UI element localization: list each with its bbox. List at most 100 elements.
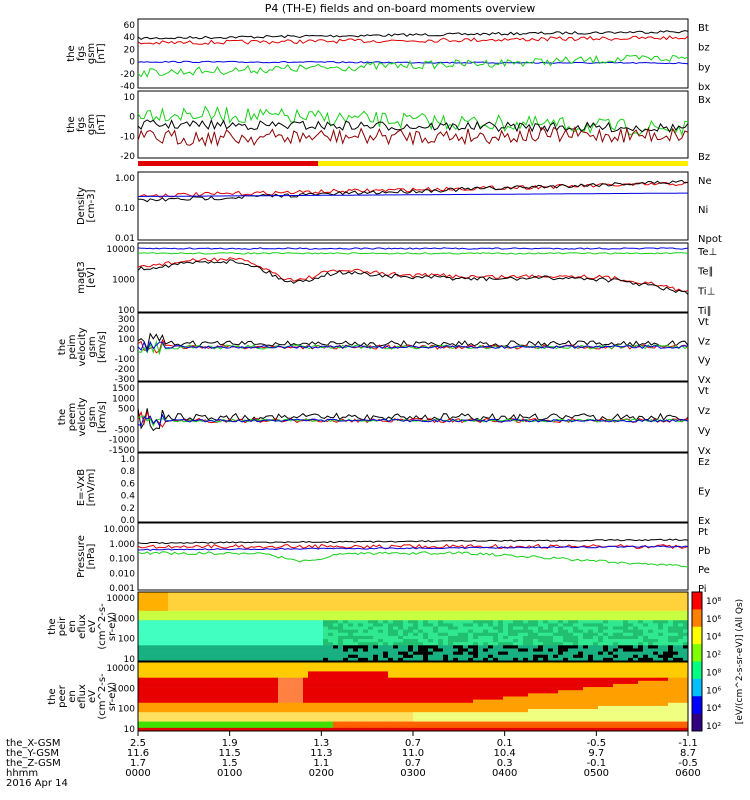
spec-cell: [443, 718, 449, 722]
spec-cell: [348, 626, 354, 630]
legend-Bz: Bz: [698, 152, 710, 163]
spec-cell: [683, 598, 689, 602]
spec-cell: [183, 727, 189, 732]
spec-cell: [168, 598, 174, 602]
spec-cell: [373, 677, 379, 682]
spec-cell: [283, 642, 289, 646]
spec-cell: [328, 648, 334, 652]
spec-cell: [433, 639, 439, 643]
spec-cell: [328, 654, 334, 659]
spec-cell: [518, 668, 524, 672]
spec-cell: [173, 607, 179, 612]
spec-cell: [203, 598, 209, 602]
spec-cell: [588, 709, 594, 713]
spec-cell: [368, 665, 374, 669]
spec-cell: [353, 662, 359, 666]
spec-cell: [408, 648, 414, 652]
ylabel-line: the: [57, 409, 68, 425]
spec-cell: [533, 671, 539, 675]
spec-cell: [418, 613, 424, 618]
spec-cell: [228, 654, 234, 659]
spec-cell: [328, 657, 334, 662]
spec-cell: [453, 727, 459, 732]
spec-cell: [253, 623, 259, 627]
spec-cell: [418, 702, 424, 707]
spec-cell: [263, 705, 269, 710]
spec-cell: [183, 604, 189, 608]
spec-cell: [378, 645, 384, 649]
spec-cell: [243, 645, 249, 649]
spec-cell: [283, 629, 289, 634]
spec-cell: [398, 727, 404, 732]
spec-cell: [373, 668, 379, 672]
spec-cell: [453, 712, 459, 716]
spec-cell: [423, 687, 429, 691]
spec-cell: [283, 705, 289, 710]
spec-cell: [438, 620, 444, 624]
ytick-label: 100: [118, 335, 135, 345]
spec-cell: [283, 639, 289, 643]
spec-cell: [633, 665, 639, 669]
legend-Ni: Ni: [698, 205, 708, 216]
spec-cell: [568, 668, 574, 672]
spec-cell: [268, 657, 274, 662]
spec-cell: [228, 635, 234, 640]
spec-cell: [508, 662, 514, 666]
spec-cell: [593, 626, 599, 630]
spec-cell: [313, 632, 319, 637]
spec-cell: [488, 718, 494, 722]
spec-cell: [583, 712, 589, 716]
spec-cell: [583, 610, 589, 615]
spec-cell: [533, 680, 539, 685]
spec-cell: [638, 709, 644, 713]
spec-cell: [218, 687, 224, 691]
spec-cell: [258, 727, 264, 732]
spec-cell: [333, 687, 339, 691]
spec-cell: [258, 712, 264, 716]
spec-cell: [328, 715, 334, 719]
spec-cell: [333, 629, 339, 634]
spec-cell: [283, 690, 289, 694]
spec-cell: [423, 639, 429, 643]
spec-cell: [198, 677, 204, 682]
spec-cell: [663, 657, 669, 662]
spec-cell: [648, 677, 654, 682]
spec-cell: [453, 671, 459, 675]
spec-cell: [148, 662, 154, 666]
spec-cell: [563, 607, 569, 612]
spec-cell: [368, 668, 374, 672]
spec-cell: [188, 705, 194, 710]
spec-cell: [168, 610, 174, 615]
spec-cell: [563, 687, 569, 691]
spec-cell: [228, 680, 234, 685]
spec-cell: [568, 626, 574, 630]
ytick-label: -10: [120, 132, 135, 142]
spec-cell: [408, 680, 414, 685]
spec-cell: [313, 613, 319, 618]
spec-cell: [323, 645, 329, 649]
spec-cell: [193, 592, 199, 596]
spec-cell: [558, 654, 564, 659]
spec-cell: [328, 620, 334, 624]
spec-cell: [533, 639, 539, 643]
spec-cell: [628, 718, 634, 722]
spec-cell: [248, 620, 254, 624]
spec-cell: [173, 648, 179, 652]
spec-cell: [283, 595, 289, 599]
spec-cell: [268, 607, 274, 612]
spec-cell: [303, 674, 309, 678]
spec-cell: [558, 635, 564, 640]
spec-cell: [188, 662, 194, 666]
spec-cell: [143, 626, 149, 630]
spec-cell: [448, 715, 454, 719]
spec-cell: [263, 687, 269, 691]
spec-cell: [413, 645, 419, 649]
spec-cell: [458, 680, 464, 685]
spec-cell: [188, 724, 194, 729]
spec-cell: [628, 721, 634, 726]
spec-cell: [313, 604, 319, 608]
spec-cell: [643, 651, 649, 656]
spec-cell: [273, 715, 279, 719]
spec-cell: [198, 654, 204, 659]
spec-cell: [298, 648, 304, 652]
